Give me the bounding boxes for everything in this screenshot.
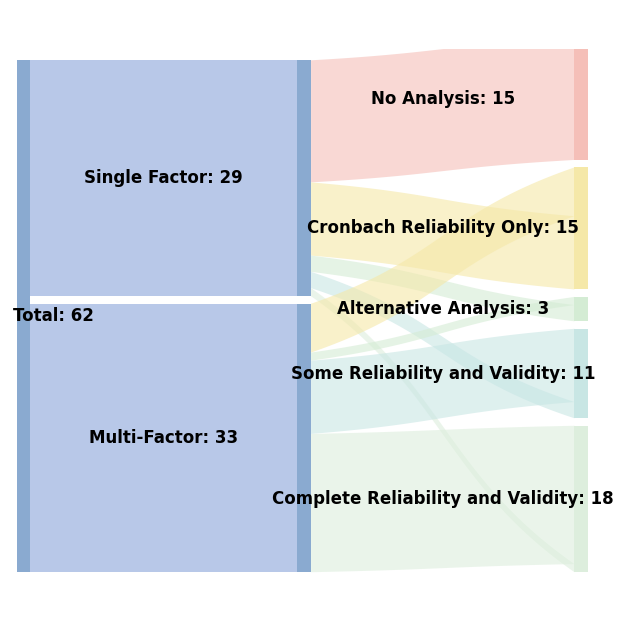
Text: Some Reliability and Validity: 11: Some Reliability and Validity: 11 (291, 365, 595, 383)
Polygon shape (311, 288, 575, 572)
Text: No Analysis: 15: No Analysis: 15 (371, 90, 515, 108)
Polygon shape (311, 182, 575, 289)
Text: Alternative Analysis: 3: Alternative Analysis: 3 (337, 300, 549, 318)
Polygon shape (311, 168, 575, 353)
Polygon shape (311, 426, 575, 572)
Polygon shape (311, 255, 575, 321)
Text: Multi-Factor: 33: Multi-Factor: 33 (89, 429, 238, 447)
Text: Single Factor: 29: Single Factor: 29 (84, 170, 243, 188)
Polygon shape (311, 329, 575, 434)
Polygon shape (30, 60, 297, 296)
Text: Total: 62: Total: 62 (13, 307, 94, 325)
Polygon shape (30, 304, 297, 572)
Polygon shape (311, 38, 575, 182)
Text: Cronbach Reliability Only: 15: Cronbach Reliability Only: 15 (307, 220, 579, 237)
Polygon shape (311, 272, 575, 419)
Polygon shape (311, 297, 575, 361)
Text: Complete Reliability and Validity: 18: Complete Reliability and Validity: 18 (272, 490, 614, 508)
